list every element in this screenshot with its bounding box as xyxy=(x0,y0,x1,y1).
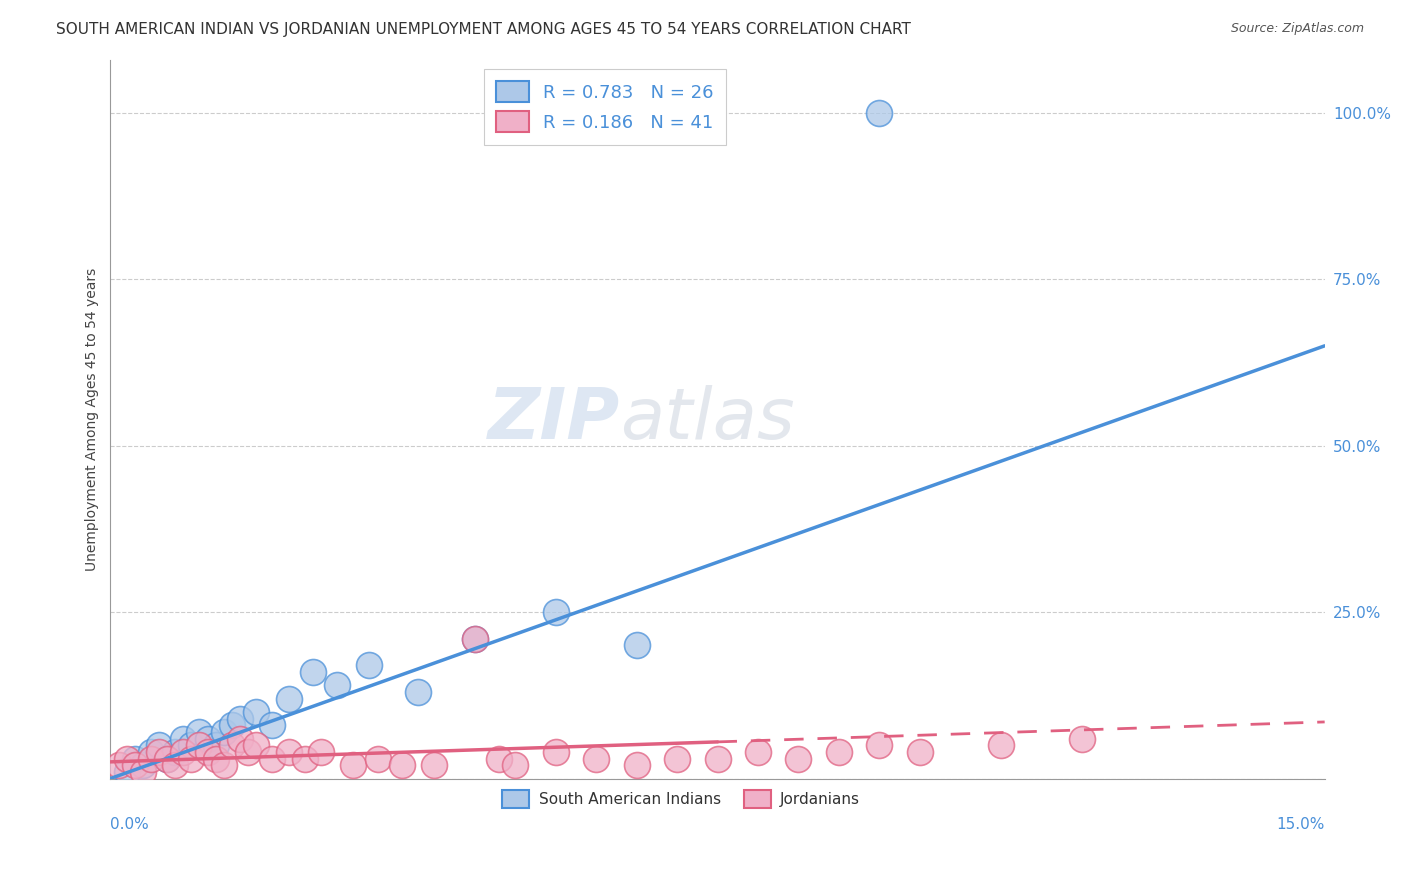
Point xyxy=(488,751,510,765)
Point xyxy=(139,751,162,765)
Point xyxy=(124,751,146,765)
Point xyxy=(367,751,389,765)
Point xyxy=(229,731,252,746)
Point xyxy=(262,718,284,732)
Point xyxy=(245,738,267,752)
Point xyxy=(747,745,769,759)
Point xyxy=(423,758,446,772)
Point xyxy=(107,758,129,772)
Text: SOUTH AMERICAN INDIAN VS JORDANIAN UNEMPLOYMENT AMONG AGES 45 TO 54 YEARS CORREL: SOUTH AMERICAN INDIAN VS JORDANIAN UNEMP… xyxy=(56,22,911,37)
Point xyxy=(544,745,567,759)
Legend: South American Indians, Jordanians: South American Indians, Jordanians xyxy=(496,784,866,814)
Point xyxy=(464,632,486,646)
Point xyxy=(342,758,364,772)
Point xyxy=(115,764,138,779)
Point xyxy=(1070,731,1092,746)
Point xyxy=(277,691,299,706)
Point xyxy=(626,639,648,653)
Point xyxy=(115,751,138,765)
Point xyxy=(277,745,299,759)
Point xyxy=(197,731,219,746)
Point xyxy=(229,712,252,726)
Point xyxy=(326,678,349,692)
Text: 0.0%: 0.0% xyxy=(111,817,149,832)
Text: 15.0%: 15.0% xyxy=(1277,817,1324,832)
Point xyxy=(124,758,146,772)
Point xyxy=(156,751,179,765)
Point xyxy=(221,718,243,732)
Point xyxy=(148,738,170,752)
Point xyxy=(148,745,170,759)
Point xyxy=(212,725,235,739)
Point xyxy=(188,738,211,752)
Point xyxy=(172,731,194,746)
Point xyxy=(188,725,211,739)
Point xyxy=(544,605,567,619)
Point xyxy=(262,751,284,765)
Point xyxy=(391,758,413,772)
Point xyxy=(204,738,226,752)
Point xyxy=(132,758,155,772)
Point xyxy=(172,745,194,759)
Point xyxy=(908,745,931,759)
Point xyxy=(245,705,267,719)
Point xyxy=(294,751,316,765)
Point xyxy=(464,632,486,646)
Y-axis label: Unemployment Among Ages 45 to 54 years: Unemployment Among Ages 45 to 54 years xyxy=(86,268,100,571)
Point xyxy=(301,665,323,679)
Point xyxy=(868,738,890,752)
Point xyxy=(221,738,243,752)
Point xyxy=(180,738,202,752)
Point xyxy=(180,751,202,765)
Point xyxy=(787,751,810,765)
Point xyxy=(212,758,235,772)
Point xyxy=(156,751,179,765)
Point xyxy=(990,738,1012,752)
Point xyxy=(139,745,162,759)
Point xyxy=(868,106,890,120)
Point xyxy=(828,745,851,759)
Point xyxy=(626,758,648,772)
Point xyxy=(359,658,381,673)
Point xyxy=(197,745,219,759)
Point xyxy=(585,751,607,765)
Point xyxy=(706,751,728,765)
Point xyxy=(666,751,689,765)
Point xyxy=(503,758,526,772)
Point xyxy=(309,745,332,759)
Point xyxy=(204,751,226,765)
Point xyxy=(406,685,429,699)
Point xyxy=(236,745,259,759)
Text: atlas: atlas xyxy=(620,384,794,453)
Text: Source: ZipAtlas.com: Source: ZipAtlas.com xyxy=(1230,22,1364,36)
Point xyxy=(165,758,187,772)
Point xyxy=(165,745,187,759)
Point xyxy=(132,764,155,779)
Text: ZIP: ZIP xyxy=(488,384,620,453)
